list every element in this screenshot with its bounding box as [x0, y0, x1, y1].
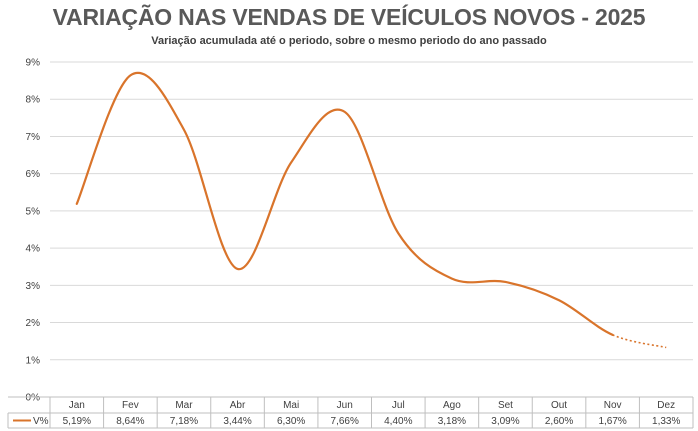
data-label: 1,33%	[652, 416, 680, 427]
data-label: 4,40%	[384, 416, 412, 427]
data-label: 3,18%	[438, 416, 466, 427]
y-tick-label: 2%	[26, 318, 41, 329]
data-label: 7,18%	[170, 416, 198, 427]
x-tick-label: Jun	[337, 400, 353, 411]
y-tick-label: 6%	[26, 169, 41, 180]
x-tick-label: Mar	[175, 400, 193, 411]
legend-label: V%	[33, 416, 49, 427]
data-label: 7,66%	[331, 416, 359, 427]
chart-title: VARIAÇÃO NAS VENDAS DE VEÍCULOS NOVOS - …	[52, 4, 646, 30]
data-label: 5,19%	[63, 416, 91, 427]
x-tick-label: Jul	[392, 400, 405, 411]
x-tick-label: Ago	[443, 400, 461, 411]
data-label: 8,64%	[116, 416, 144, 427]
data-label: 6,30%	[277, 416, 305, 427]
x-tick-label: Abr	[230, 400, 246, 411]
x-tick-label: Nov	[604, 400, 622, 411]
x-tick-label: Mai	[283, 400, 299, 411]
y-tick-label: 9%	[26, 58, 41, 69]
series-line	[75, 71, 614, 336]
chart-subtitle: Variação acumulada até o periodo, sobre …	[151, 35, 547, 47]
y-tick-label: 5%	[26, 206, 41, 217]
x-tick-label: Out	[551, 400, 567, 411]
y-tick-label: 7%	[26, 132, 41, 143]
data-label: 3,44%	[223, 416, 251, 427]
x-tick-label: Fev	[122, 400, 139, 411]
x-tick-label: Dez	[657, 400, 675, 411]
y-tick-label: 1%	[26, 355, 41, 366]
x-tick-label: Set	[498, 400, 513, 411]
y-tick-label: 3%	[26, 281, 41, 292]
series-line-projected	[612, 334, 667, 349]
y-tick-label: 4%	[26, 244, 41, 255]
y-tick-label: 0%	[26, 393, 41, 404]
data-label: 3,09%	[491, 416, 519, 427]
data-label: 2,60%	[545, 416, 573, 427]
y-tick-label: 8%	[26, 95, 41, 106]
data-label: 1,67%	[598, 416, 626, 427]
x-tick-label: Jan	[69, 400, 85, 411]
